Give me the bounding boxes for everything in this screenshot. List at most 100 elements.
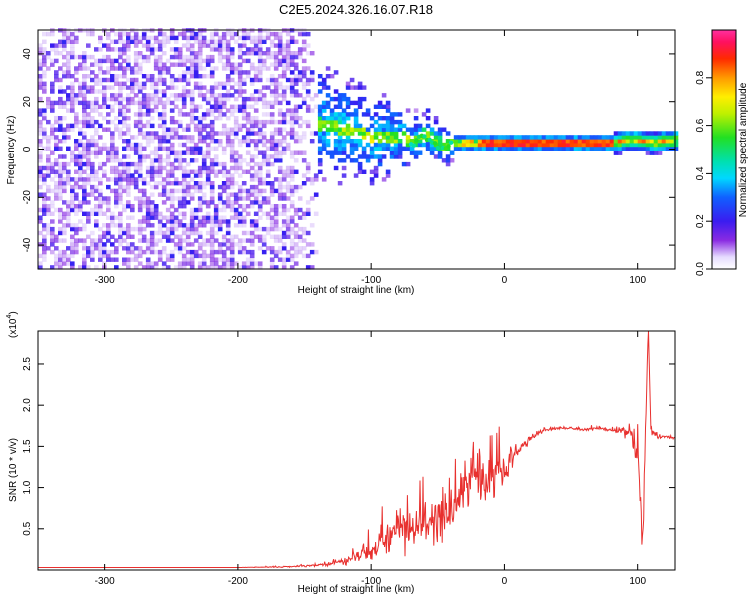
heatmap-cell: [229, 77, 235, 83]
heatmap-cell: [209, 58, 215, 64]
heatmap-cell: [217, 93, 223, 98]
heatmap-cell: [217, 242, 223, 247]
heatmap-cell: [185, 261, 191, 266]
heatmap-cell: [157, 142, 163, 148]
heatmap-cell: [145, 47, 151, 52]
heatmap-cell: [225, 108, 231, 113]
heatmap-cell: [66, 161, 71, 167]
heatmap-cell: [309, 51, 315, 56]
heatmap-cell: [86, 43, 91, 48]
heatmap-cell: [277, 184, 283, 190]
heatmap-cell: [161, 35, 167, 41]
heatmap-cell: [301, 58, 307, 64]
heatmap-cell: [106, 43, 111, 48]
heatmap-cell: [237, 165, 243, 171]
heatmap-cell: [545, 146, 551, 151]
heatmap-cell: [309, 196, 315, 201]
heatmap-cell: [369, 169, 375, 174]
heatmap-cell: [78, 204, 83, 209]
heatmap-cell: [377, 123, 383, 129]
heatmap-cell: [110, 215, 115, 220]
heatmap-cell: [209, 234, 215, 239]
heatmap-cell: [253, 146, 259, 151]
heatmap-cell: [189, 211, 195, 216]
heatmap-cell: [213, 47, 219, 52]
heatmap-cell: [70, 81, 75, 86]
heatmap-cell: [277, 93, 283, 98]
heatmap-cell: [137, 161, 143, 167]
heatmap-cell: [269, 257, 275, 262]
heatmap-cell: [237, 139, 243, 144]
heatmap-cell: [229, 246, 235, 251]
heatmap-cell: [70, 249, 75, 255]
heatmap-cell: [70, 93, 75, 98]
heatmap-cell: [70, 89, 75, 94]
heatmap-cell: [82, 93, 87, 98]
heatmap-cell: [82, 85, 87, 90]
heatmap-cell: [493, 135, 499, 140]
heatmap-cell: [269, 207, 275, 213]
heatmap-cell: [277, 150, 283, 155]
heatmap-cell: [289, 188, 295, 194]
heatmap-cell: [74, 116, 79, 121]
heatmap-cell: [313, 192, 319, 197]
heatmap-cell: [74, 146, 79, 151]
heatmap-cell: [285, 51, 291, 56]
heatmap-cell: [62, 169, 67, 174]
heatmap-cell: [285, 207, 291, 213]
heatmap-cell: [241, 181, 247, 186]
heatmap-cell: [249, 265, 255, 270]
heatmap-cell: [597, 142, 603, 148]
heatmap-cell: [313, 211, 319, 216]
heatmap-cell: [201, 123, 207, 129]
heatmap-cell: [185, 123, 191, 129]
heatmap-cell: [225, 58, 231, 64]
heatmap-cell: [233, 116, 239, 121]
heatmap-cell: [273, 177, 279, 182]
heatmap-cell: [114, 238, 119, 243]
heatmap-cell: [38, 158, 43, 163]
heatmap-cell: [345, 81, 351, 86]
heatmap-cell: [209, 158, 215, 163]
heatmap-cell: [70, 108, 75, 113]
heatmap-cell: [213, 207, 219, 213]
heatmap-cell: [385, 139, 391, 144]
heatmap-cell: [82, 211, 87, 216]
heatmap-cell: [237, 47, 243, 52]
heatmap-cell: [317, 119, 323, 125]
heatmap-cell: [209, 196, 215, 201]
heatmap-cell: [457, 142, 463, 148]
heatmap-cell: [78, 165, 83, 171]
heatmap-cell: [50, 89, 55, 94]
heatmap-cell: [62, 211, 67, 216]
heatmap-cell: [173, 39, 179, 44]
heatmap-cell: [229, 200, 235, 205]
heatmap-cell: [269, 112, 275, 117]
heatmap-cell: [333, 146, 339, 151]
heatmap-cell: [277, 62, 283, 67]
heatmap-cell: [94, 127, 99, 132]
heatmap-cell: [149, 215, 155, 220]
heatmap-cell: [126, 66, 131, 71]
heatmap-cell: [193, 85, 199, 90]
heatmap-cell: [58, 181, 63, 186]
heatmap-cell: [126, 192, 131, 197]
heatmap-cell: [225, 77, 231, 83]
heatmap-cell: [425, 116, 431, 121]
heatmap-cell: [98, 39, 103, 44]
heatmap-cell: [289, 108, 295, 113]
heatmap-cell: [122, 74, 127, 79]
heatmap-cell: [241, 215, 247, 220]
heatmap-cell: [209, 219, 215, 224]
heatmap-cell: [225, 192, 231, 197]
heatmap-cell: [141, 238, 147, 243]
heatmap-cell: [673, 131, 679, 136]
heatmap-cell: [177, 96, 183, 102]
heatmap-cell: [265, 181, 271, 186]
heatmap-cell: [237, 188, 243, 194]
heatmap-cell: [365, 154, 371, 159]
heatmap-cell: [313, 93, 319, 98]
heatmap-cell: [249, 127, 255, 132]
heatmap-cell: [569, 146, 575, 151]
heatmap-cell: [381, 177, 387, 182]
